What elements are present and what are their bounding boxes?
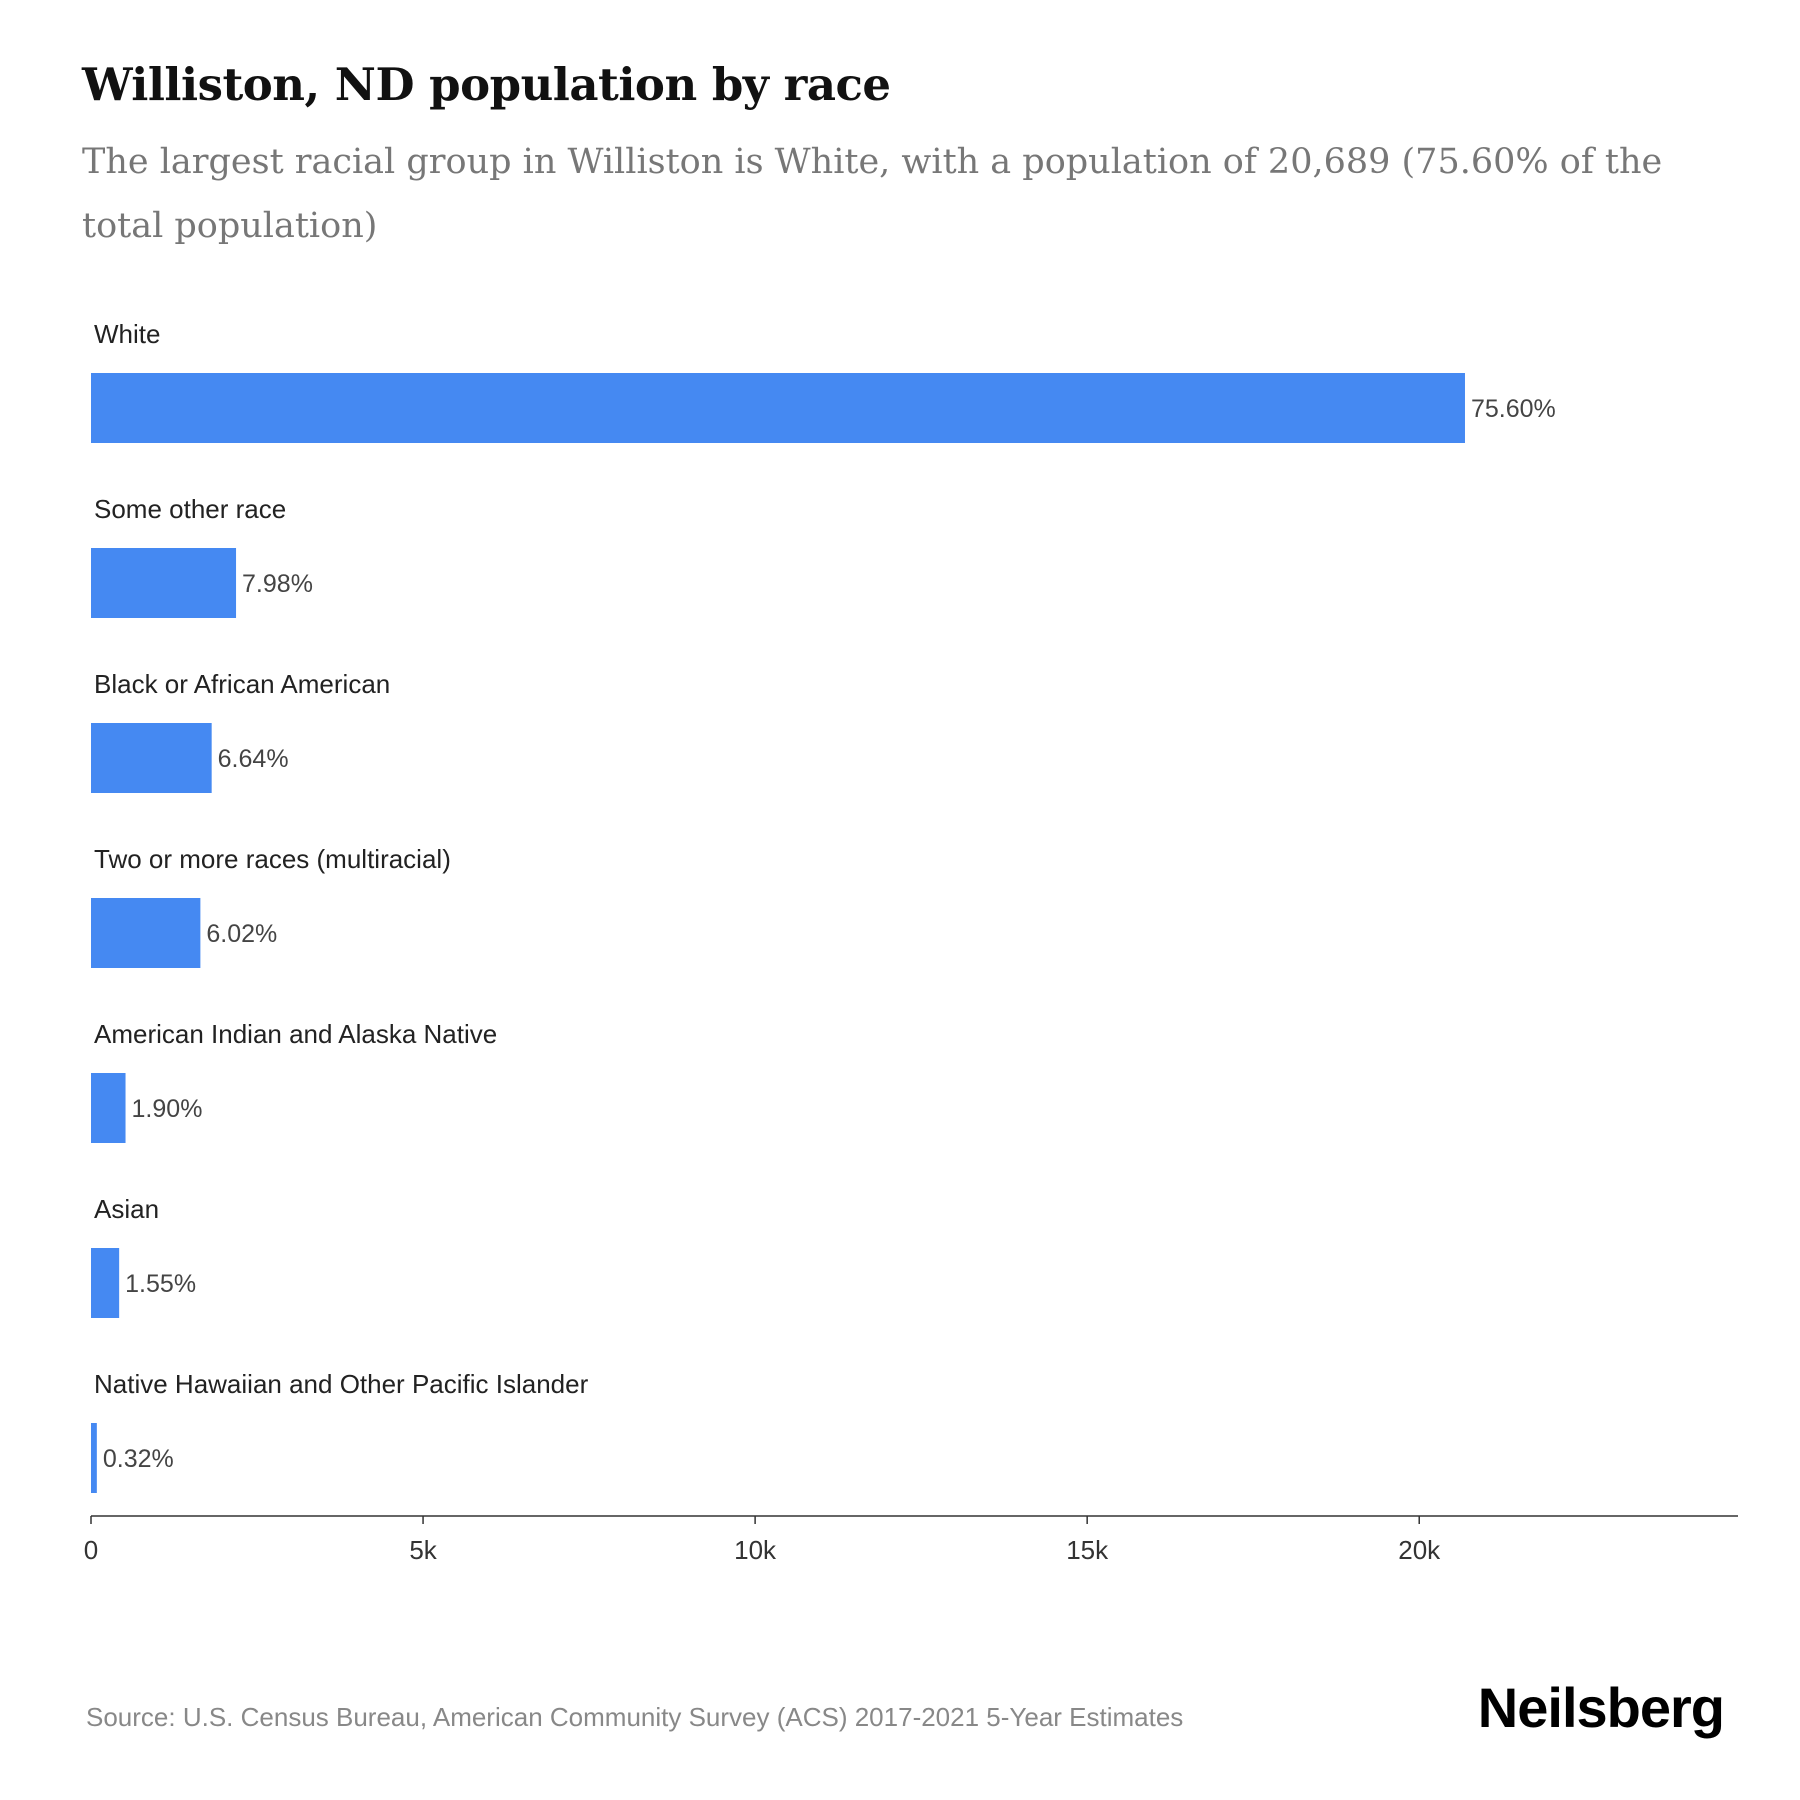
category-label: Asian <box>94 1194 159 1224</box>
category-label: Native Hawaiian and Other Pacific Island… <box>94 1369 589 1399</box>
data-label: 1.90% <box>132 1095 203 1123</box>
bar <box>91 1073 126 1143</box>
data-label: 75.60% <box>1471 395 1556 423</box>
category-label: Two or more races (multiracial) <box>94 844 451 874</box>
x-tick-label: 5k <box>409 1535 437 1565</box>
bar <box>91 1423 97 1493</box>
category-label: White <box>94 319 160 349</box>
bar <box>91 723 212 793</box>
category-label: Black or African American <box>94 669 390 699</box>
category-label: American Indian and Alaska Native <box>94 1019 497 1049</box>
chart-subtitle: The largest racial group in Williston is… <box>82 142 1663 246</box>
x-tick-label: 10k <box>734 1535 777 1565</box>
brand-logo: Neilsberg <box>1477 1676 1725 1739</box>
bar <box>91 548 237 618</box>
source-note: Source: U.S. Census Bureau, American Com… <box>86 1702 1184 1732</box>
bar <box>91 373 1465 443</box>
x-tick-label: 0 <box>84 1535 98 1565</box>
x-tick-label: 15k <box>1066 1535 1109 1565</box>
data-label: 6.02% <box>206 920 277 948</box>
data-label: 7.98% <box>242 570 313 598</box>
data-label: 1.55% <box>125 1270 196 1298</box>
data-label: 0.32% <box>103 1445 174 1473</box>
bar <box>91 1248 120 1318</box>
bar <box>91 898 201 968</box>
x-tick-label: 20k <box>1398 1535 1441 1565</box>
chart-title: Williston, ND population by race <box>82 58 891 111</box>
data-label: 6.64% <box>218 745 289 773</box>
category-label: Some other race <box>94 494 286 524</box>
